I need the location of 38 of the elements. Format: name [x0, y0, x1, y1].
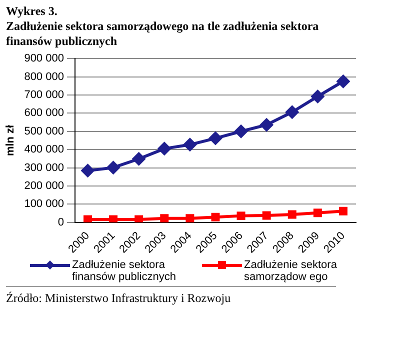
point	[80, 164, 95, 178]
y-tick-label: 800 000	[24, 70, 64, 83]
text: Źródło: Ministerstwo Infrastruktury i Rozwoju	[6, 286, 336, 306]
y-tick-label: 600 000	[24, 107, 64, 120]
y-tick-label: 400 000	[24, 144, 64, 156]
legend-label: Zadłużenie sektora samorządow ego	[244, 259, 338, 283]
point	[208, 131, 222, 146]
point	[109, 215, 118, 222]
point	[338, 206, 348, 216]
y-axis-title: mln zł	[4, 124, 17, 156]
y-tick-label: 500 000	[24, 125, 64, 138]
point	[262, 211, 271, 220]
legend-label: Zadłużenie sektora finansów publicznych	[72, 259, 177, 283]
point	[336, 74, 350, 88]
point	[310, 89, 325, 104]
point	[157, 142, 172, 156]
y-tick-label: 100 000	[24, 198, 64, 210]
point	[285, 105, 300, 120]
y-tick-label: 700 000	[24, 89, 64, 102]
point	[182, 138, 197, 152]
point	[106, 160, 120, 175]
point	[260, 118, 274, 132]
point	[288, 210, 296, 219]
point	[236, 212, 246, 220]
point	[132, 152, 146, 166]
chart-subtitle: Zadłużenie sektora samorządowego na tle zadłużenia sektora finansów publicznych	[6, 19, 320, 49]
point	[234, 124, 248, 138]
point	[313, 208, 322, 218]
y-tick-label: 300 000	[24, 162, 64, 174]
point	[134, 215, 144, 222]
y-tick-label: 900 000	[24, 52, 64, 65]
point	[186, 214, 194, 222]
y-tick-label: 0	[58, 216, 64, 228]
point	[211, 212, 220, 222]
chart-title: Wykres 3.	[6, 4, 58, 19]
point	[83, 215, 92, 222]
y-tick-label: 200 000	[24, 180, 64, 192]
point	[160, 214, 169, 222]
